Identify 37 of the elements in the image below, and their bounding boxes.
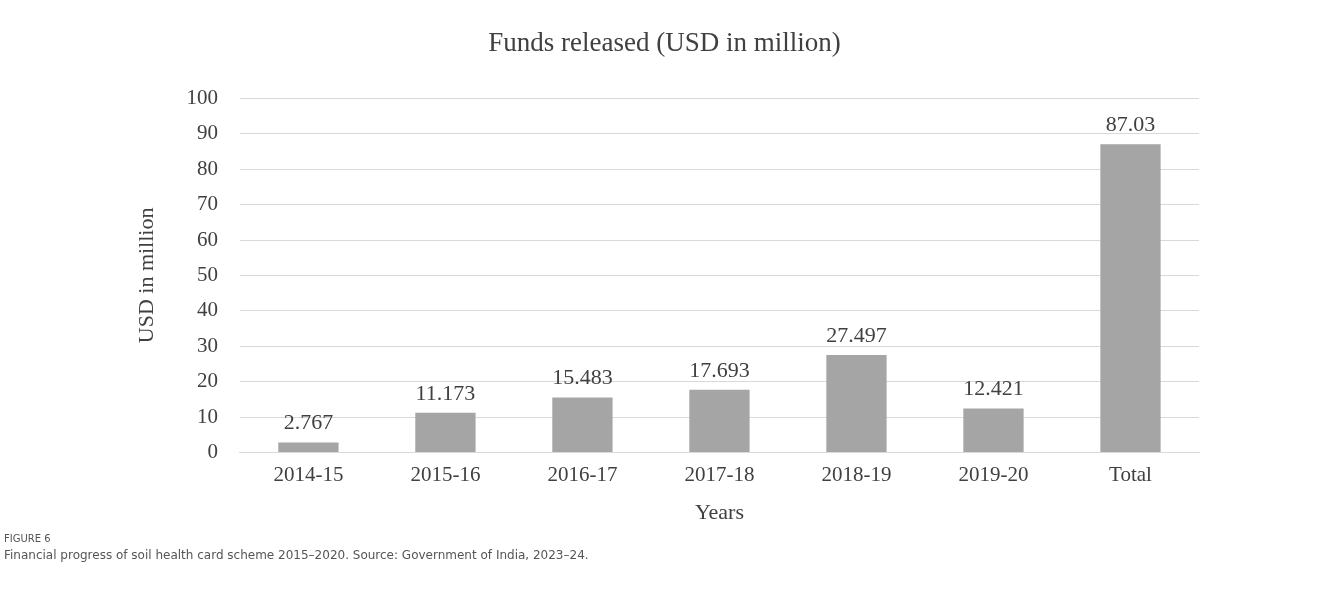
bar xyxy=(278,442,339,452)
data-label: 12.421 xyxy=(963,375,1024,401)
y-tick-label: 20 xyxy=(196,368,218,393)
y-tick-label: 80 xyxy=(196,155,218,180)
data-label: 2.767 xyxy=(283,409,334,435)
bar xyxy=(552,397,613,452)
x-tick-label: 2017-18 xyxy=(684,461,755,486)
x-tick-label: 2018-19 xyxy=(821,461,892,486)
x-tick-label: 2015-16 xyxy=(410,461,481,486)
chart-title: Funds released (USD in million) xyxy=(488,27,841,58)
data-label: 15.483 xyxy=(552,364,613,390)
y-tick-label: 90 xyxy=(196,120,218,145)
bar xyxy=(963,408,1024,452)
x-tick-label: Total xyxy=(1109,461,1153,486)
bar xyxy=(415,412,476,452)
y-tick-label: 60 xyxy=(196,226,218,251)
y-tick-label: 10 xyxy=(196,403,218,428)
y-tick-label: 100 xyxy=(186,84,218,109)
y-tick-label: 30 xyxy=(196,332,218,357)
data-label: 11.173 xyxy=(415,379,476,405)
bar xyxy=(826,355,887,452)
y-axis-title: USD in million xyxy=(132,207,158,344)
data-label: 17.693 xyxy=(689,356,750,382)
bar xyxy=(1100,144,1161,452)
x-tick-label: 2014-15 xyxy=(273,461,344,486)
y-tick-label: 70 xyxy=(196,191,218,216)
bar xyxy=(689,389,750,452)
y-tick-label: 40 xyxy=(196,297,218,322)
data-label: 27.497 xyxy=(826,321,887,347)
data-label: 87.03 xyxy=(1105,111,1156,137)
y-tick-label: 0 xyxy=(207,438,218,463)
x-tick-label: 2016-17 xyxy=(547,461,618,486)
y-tick-label: 50 xyxy=(196,261,218,286)
x-tick-label: 2019-20 xyxy=(958,461,1029,486)
caption: FIGURE 6 xyxy=(4,532,52,546)
x-axis-title: Years xyxy=(694,498,744,524)
text: Financial progress of soil health card scheme 2015–2020. Source: Government of India, 2023–24. xyxy=(4,547,590,564)
